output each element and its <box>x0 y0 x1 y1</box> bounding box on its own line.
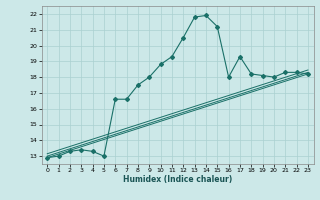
X-axis label: Humidex (Indice chaleur): Humidex (Indice chaleur) <box>123 175 232 184</box>
